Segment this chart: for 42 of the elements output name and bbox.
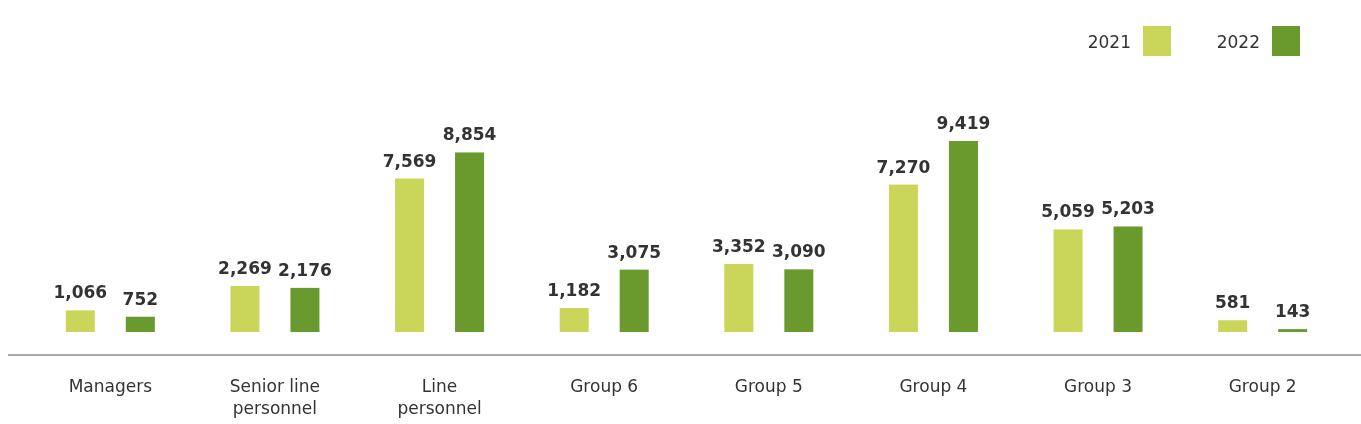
data-label: 2,269 — [218, 257, 272, 278]
data-label: 3,090 — [771, 241, 826, 262]
bar — [724, 264, 754, 332]
bar — [784, 269, 814, 332]
data-label: 9,419 — [936, 113, 991, 133]
bar — [1218, 320, 1248, 332]
x-tick-label: Senior line personnel — [229, 376, 321, 418]
bar — [1113, 226, 1143, 332]
data-label: 752 — [122, 288, 159, 309]
x-tick-label: Group 2 — [1228, 376, 1297, 396]
bar — [1278, 329, 1308, 332]
data-label: 3,075 — [607, 241, 662, 262]
bar — [888, 184, 918, 332]
x-tick-label: Group 3 — [1064, 376, 1133, 396]
bar — [455, 152, 485, 332]
data-label: 581 — [1214, 292, 1251, 313]
data-label: 7,270 — [876, 156, 931, 177]
bar — [395, 178, 425, 332]
x-tick-label: Line personnel — [397, 376, 482, 418]
data-label: 8,854 — [442, 124, 497, 145]
bar — [290, 287, 320, 332]
x-tick-label: Managers — [68, 376, 153, 396]
bar — [948, 141, 978, 332]
bar — [1053, 229, 1083, 332]
data-label: 1,066 — [53, 282, 108, 303]
data-label: 7,569 — [382, 150, 437, 171]
data-label: 3,352 — [711, 236, 766, 257]
bar — [619, 269, 649, 332]
data-label: 143 — [1274, 301, 1311, 322]
x-tick-label: Group 4 — [899, 376, 968, 396]
bar — [125, 316, 155, 332]
data-label: 2,176 — [278, 259, 332, 280]
legend-label: 2022 — [1216, 32, 1260, 52]
data-label: 1,182 — [547, 280, 602, 301]
legend-label: 2021 — [1087, 32, 1131, 52]
bar — [65, 310, 95, 332]
x-tick-label: Group 6 — [570, 376, 639, 396]
x-tick-label: Group 5 — [734, 376, 803, 396]
data-label: 5,059 — [1041, 201, 1095, 222]
bar — [230, 285, 260, 332]
data-label: 5,203 — [1101, 198, 1155, 219]
bar — [559, 308, 589, 332]
